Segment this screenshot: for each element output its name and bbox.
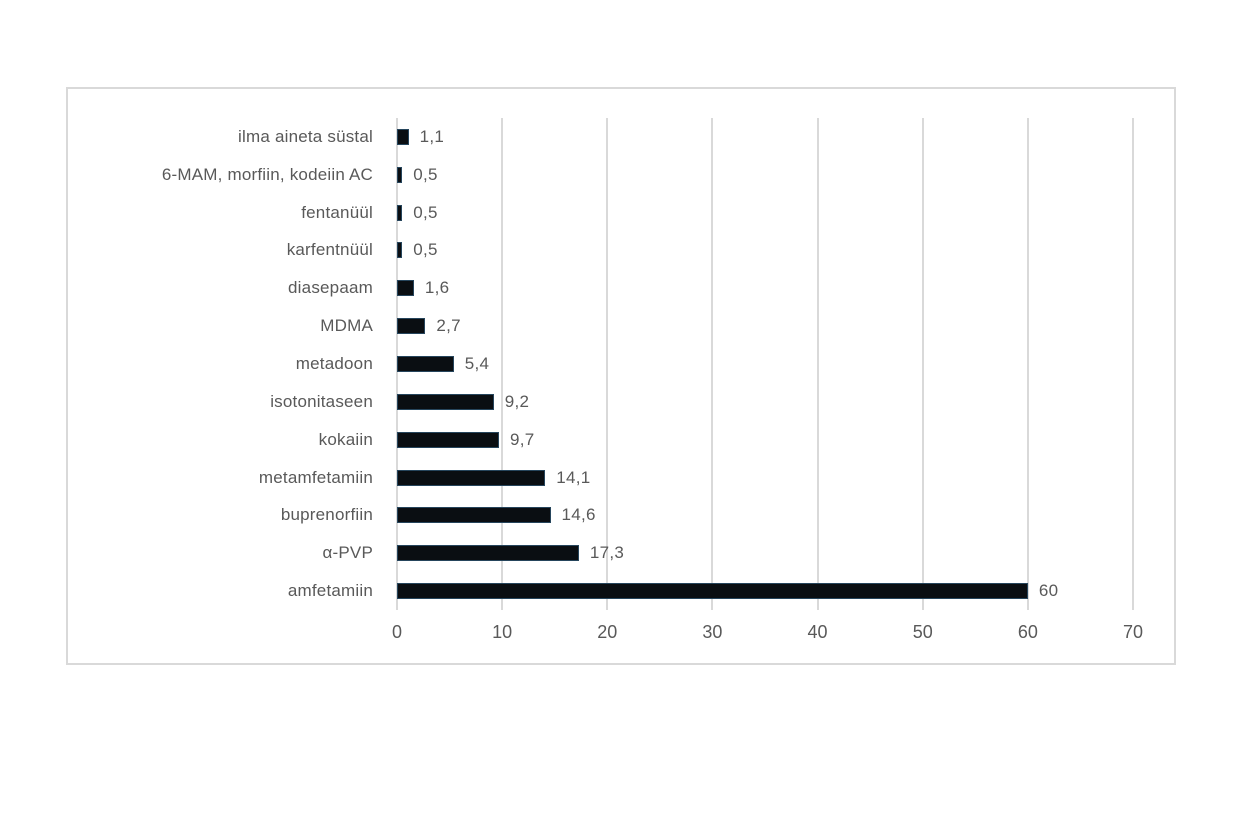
category-label: amfetamiin (287, 581, 373, 601)
bars-area: 1,1 0,5 0,5 0,5 1,6 2,7 5,4 9,2 9,7 14,1 14,6 17,3 6… (397, 118, 1133, 610)
chart-panel: ilma aineta süstal 6-MAM, morfiin, kodeii… (66, 87, 1176, 665)
bar-row: 0,5 (397, 232, 1133, 270)
x-tick-label: 20 (597, 622, 618, 642)
bar (397, 583, 1028, 600)
value-label: 17,3 (589, 543, 625, 563)
category-label: 6-MAM, morfiin, kodeiin AC (161, 164, 373, 184)
category-label: metadoon (295, 353, 373, 373)
bar (397, 204, 403, 221)
bar-row: 5,4 (397, 345, 1133, 383)
x-tick-label: 0 (391, 622, 403, 642)
category-label: MDMA (320, 316, 373, 336)
bar-row: 17,3 (397, 534, 1133, 572)
bar-row: 2,7 (397, 307, 1133, 345)
bar-row: 1,6 (397, 269, 1133, 307)
gridline (606, 118, 609, 610)
x-tick-label: 40 (807, 622, 828, 642)
bar (397, 545, 579, 562)
value-label: 0,5 (413, 240, 438, 260)
value-label: 14,6 (561, 505, 596, 525)
category-label: buprenorfiin (280, 505, 373, 525)
value-label: 0,5 (413, 202, 438, 222)
value-label: 5,4 (464, 353, 490, 373)
gridline (1132, 118, 1134, 610)
gridline (1026, 118, 1029, 610)
bar (397, 469, 546, 486)
category-label: metamfetamiin (258, 467, 373, 487)
category-label: diasepaam (288, 278, 373, 298)
bar (397, 507, 551, 524)
bar-row: 14,1 (397, 459, 1133, 497)
gridline (711, 118, 714, 610)
value-label: 9,2 (504, 391, 530, 411)
x-tick-label: 30 (702, 622, 723, 642)
bar (397, 242, 403, 259)
gridline (501, 118, 504, 610)
x-tick-label: 70 (1122, 622, 1144, 642)
bar (397, 166, 403, 183)
value-label: 60 (1038, 581, 1059, 601)
x-tick-label: 10 (492, 622, 513, 642)
bar (397, 128, 409, 145)
category-label: ilma aineta süstal (238, 126, 373, 146)
value-label: 9,7 (509, 429, 535, 449)
category-label: fentanüül (301, 202, 373, 222)
x-axis: 0 10 20 30 40 50 60 70 (392, 622, 1143, 646)
value-label: 1,6 (424, 278, 450, 298)
bar-row: 0,5 (397, 156, 1133, 194)
value-label: 2,7 (436, 316, 461, 336)
bar-row: 0,5 (397, 194, 1133, 232)
category-label: karfentnüül (286, 240, 373, 260)
bar (397, 355, 454, 372)
value-label: 0,5 (413, 164, 438, 184)
plot-area: 1,1 0,5 0,5 0,5 1,6 2,7 5,4 9,2 9,7 14,1 14,6 17,3 6… (396, 118, 1134, 610)
bar (397, 393, 494, 410)
gridline (921, 118, 924, 610)
bar (397, 318, 426, 335)
value-label: 1,1 (419, 126, 445, 146)
bar-row: 60 (397, 572, 1133, 610)
bar-row: 9,7 (397, 421, 1133, 459)
bar-row: 1,1 (397, 118, 1133, 156)
value-label: 14,1 (556, 467, 591, 487)
x-tick-label: 50 (912, 622, 933, 642)
category-label: α-PVP (322, 543, 373, 563)
category-label: isotonitaseen (270, 391, 373, 411)
bar-row: 14,6 (397, 496, 1133, 534)
bar-row: 9,2 (397, 383, 1133, 421)
category-labels: ilma aineta süstal 6-MAM, morfiin, kodeii… (74, 118, 373, 610)
category-label: kokaiin (318, 429, 373, 449)
bar (397, 280, 414, 297)
bar (397, 431, 499, 448)
x-tick-label: 60 (1017, 622, 1038, 642)
gridline (816, 118, 819, 610)
